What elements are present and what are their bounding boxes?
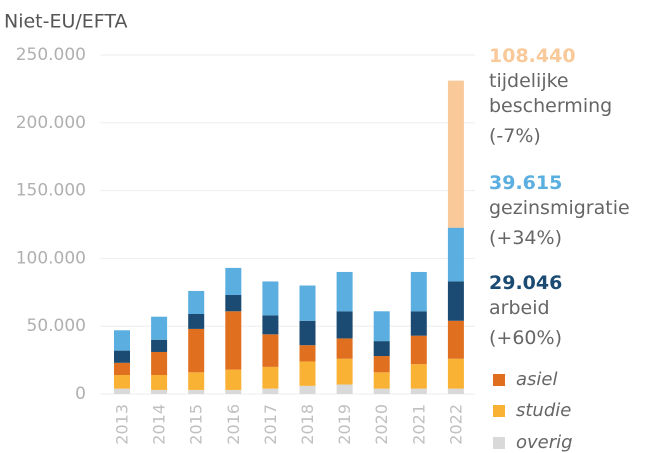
bar-segment xyxy=(373,311,390,342)
bar-segment xyxy=(299,385,316,394)
bar-segment xyxy=(151,375,168,390)
legend-label: tijdelijke bescherming xyxy=(489,70,613,117)
x-tick-label: 2015 xyxy=(187,404,206,445)
legend-label: asiel xyxy=(516,369,557,390)
y-tick-label: 150.000 xyxy=(16,181,86,201)
bar-segment xyxy=(225,311,242,370)
bar-segment xyxy=(410,335,427,365)
bar-segment xyxy=(225,267,242,296)
bar-segment xyxy=(299,285,316,321)
change-label: (+60%) xyxy=(489,327,562,349)
bar-segment xyxy=(447,281,464,321)
legend-label: arbeid xyxy=(489,297,550,319)
y-tick-label: 50.000 xyxy=(27,316,86,336)
bar-segment xyxy=(336,358,353,385)
bar-segment xyxy=(188,290,205,314)
bar-segment xyxy=(188,328,205,373)
bar-segment xyxy=(262,315,279,335)
bar-segment xyxy=(373,388,390,394)
value-label: 29.046 xyxy=(489,272,563,294)
bar-segment xyxy=(151,389,168,394)
bar-segment xyxy=(410,388,427,394)
y-tick-label: 0 xyxy=(75,384,86,404)
y-tick-label: 250.000 xyxy=(16,45,86,65)
bar-segment xyxy=(114,388,130,394)
bar-segment xyxy=(114,375,130,389)
bar-segment xyxy=(447,388,464,394)
y-tick-label: 200.000 xyxy=(16,113,86,133)
legend-label: overig xyxy=(516,432,573,453)
x-tick-label: 2017 xyxy=(261,404,280,445)
x-tick-label: 2020 xyxy=(372,404,391,445)
bar-segment xyxy=(188,389,205,394)
legend-label: gezinsmigratie xyxy=(489,197,630,219)
bar-segment xyxy=(447,227,464,282)
bar-segment xyxy=(373,372,390,389)
x-tick-label: 2016 xyxy=(224,404,243,445)
bar-segment xyxy=(336,271,353,312)
bar-segment xyxy=(336,384,353,394)
bar-segment xyxy=(225,369,242,390)
bar-segment xyxy=(410,364,427,389)
bar-segment xyxy=(447,358,464,389)
x-tick-label: 2018 xyxy=(298,404,317,445)
x-tick-label: 2022 xyxy=(446,404,465,445)
bar-segment xyxy=(262,334,279,367)
bar-segment xyxy=(373,341,390,357)
x-tick-label: 2014 xyxy=(150,404,169,445)
bar-segment xyxy=(447,320,464,359)
change-label: (-7%) xyxy=(489,125,541,147)
bar-segment xyxy=(410,271,427,312)
x-tick-label: 2019 xyxy=(335,404,354,445)
bar-segment xyxy=(225,295,242,312)
x-tick-label: 2013 xyxy=(113,404,132,445)
bar-segment xyxy=(299,361,316,386)
bar-segment xyxy=(299,320,316,346)
bar-segment xyxy=(336,311,353,339)
bar-segment xyxy=(262,366,279,389)
bar-segment xyxy=(336,338,353,359)
value-label: 108.440 xyxy=(489,45,576,67)
bar-segment xyxy=(188,372,205,390)
bar-segment xyxy=(114,350,130,363)
bar-segment xyxy=(299,345,316,362)
bar-segment xyxy=(151,316,168,340)
bar-segment xyxy=(151,351,168,376)
chart-title: Niet-EU/EFTA xyxy=(4,11,128,33)
legend-swatch xyxy=(493,437,505,449)
bar-segment xyxy=(114,330,130,351)
legend-label: studie xyxy=(516,400,571,421)
change-label: (+34%) xyxy=(489,227,562,249)
bar-segment xyxy=(188,313,205,329)
legend-swatch xyxy=(493,374,505,386)
bar-segment xyxy=(262,388,279,394)
x-tick-label: 2021 xyxy=(409,404,428,445)
value-label: 39.615 xyxy=(489,172,563,194)
bar-segment xyxy=(114,362,130,376)
bar-segment xyxy=(410,311,427,336)
legend-swatch xyxy=(493,405,505,417)
bar-segment xyxy=(373,356,390,373)
bar-segment xyxy=(151,339,168,352)
bar-segment xyxy=(225,389,242,394)
y-tick-label: 100.000 xyxy=(16,248,86,268)
bar-segment xyxy=(262,281,279,316)
bar-segment xyxy=(447,80,464,228)
